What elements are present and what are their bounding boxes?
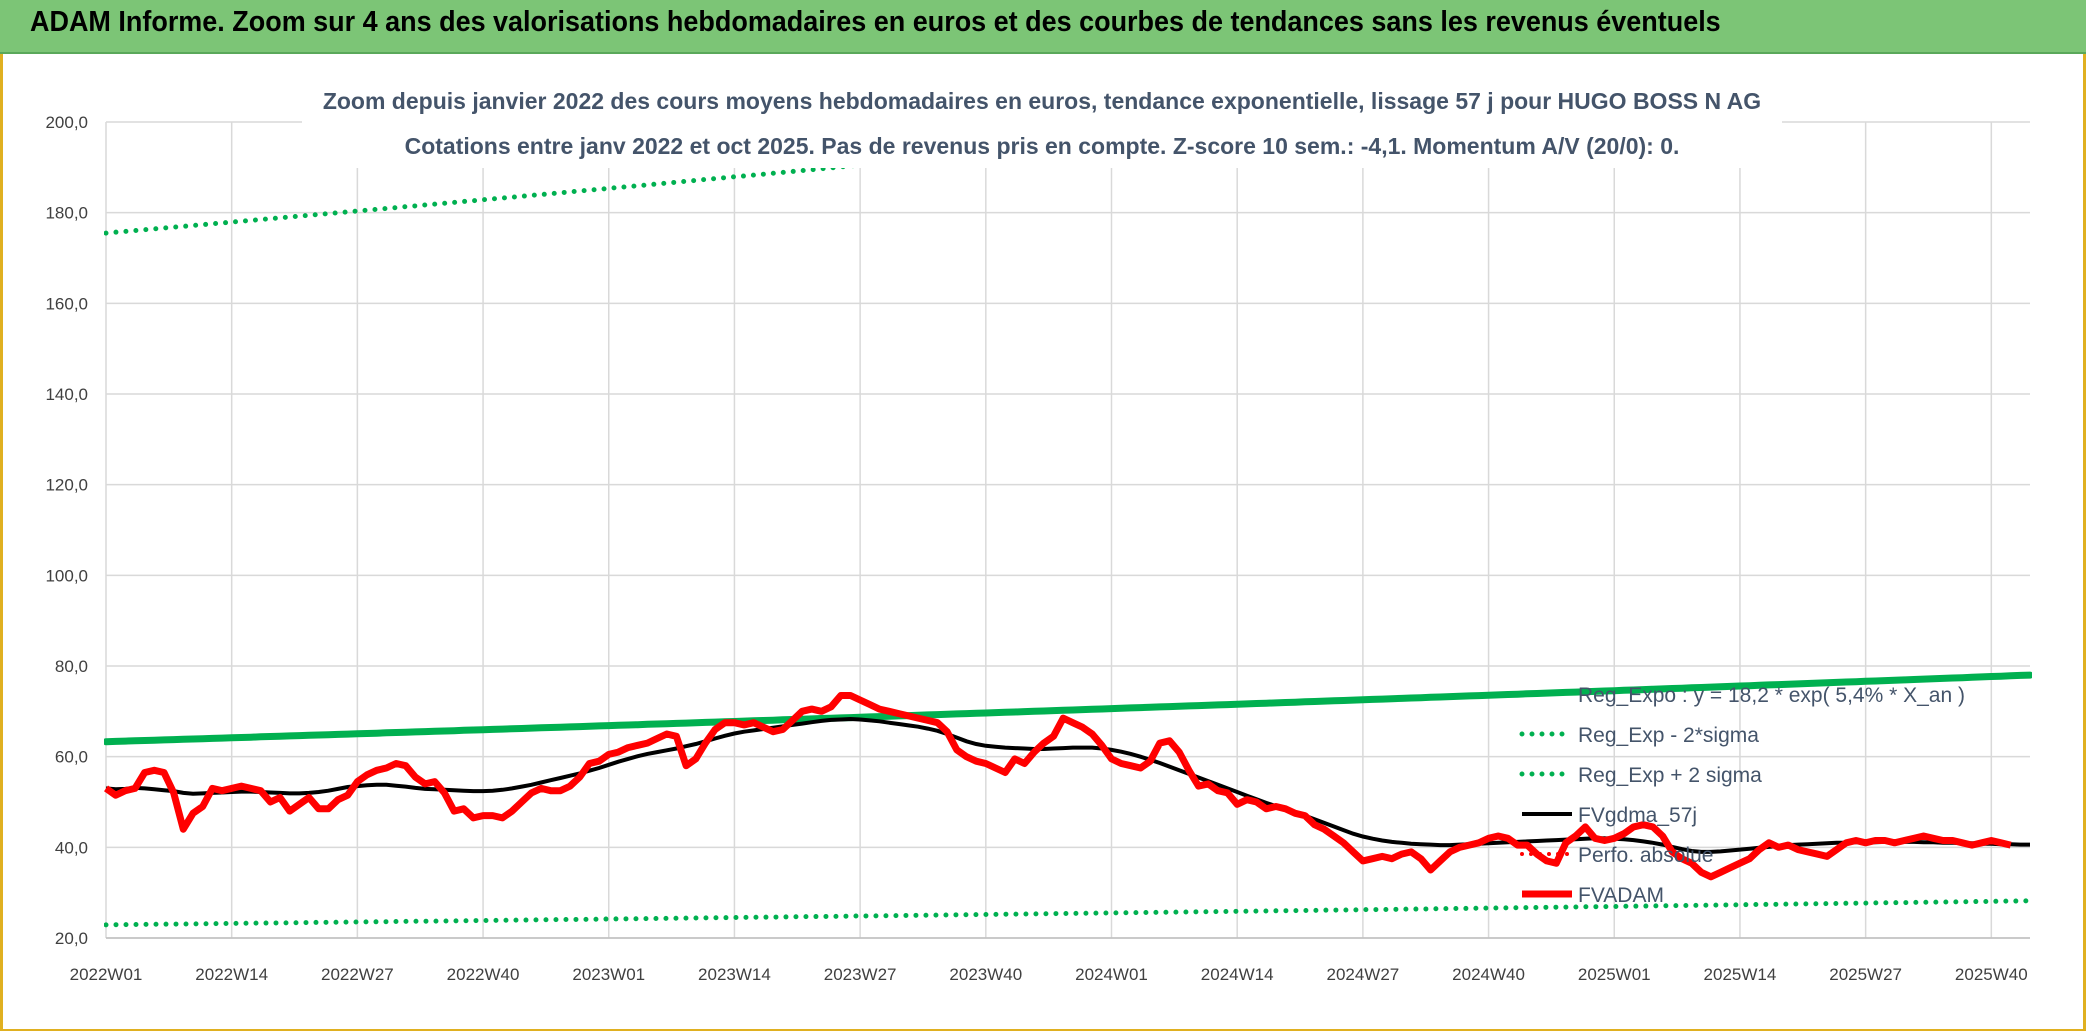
banner-title: ADAM Informe. Zoom sur 4 ans des valoris… — [30, 6, 1721, 38]
x-tick-label: 2022W14 — [195, 965, 268, 984]
chart-series — [104, 120, 2032, 928]
x-tick-label: 2025W01 — [1578, 965, 1651, 984]
x-tick-label: 2022W01 — [70, 965, 143, 984]
x-tick-label: 2024W01 — [1075, 965, 1148, 984]
x-tick-label: 2024W40 — [1452, 965, 1525, 984]
x-tick-label: 2025W27 — [1829, 965, 1902, 984]
x-tick-label: 2024W27 — [1326, 965, 1399, 984]
y-tick-label: 20,0 — [55, 929, 88, 948]
y-tick-label: 100,0 — [45, 566, 88, 585]
trend-line — [104, 671, 2032, 746]
y-tick-label: 80,0 — [55, 657, 88, 676]
legend-label: Reg_Exp - 2*sigma — [1578, 724, 1759, 747]
y-tick-label: 160,0 — [45, 294, 88, 313]
chart-subtitle: Cotations entre janv 2022 et oct 2025. P… — [405, 133, 1680, 159]
chart-title-block: Zoom depuis janvier 2022 des cours moyen… — [302, 76, 1782, 168]
legend-label: Perfo. absolue — [1578, 844, 1713, 867]
x-tick-label: 2023W01 — [572, 965, 645, 984]
y-tick-label: 120,0 — [45, 476, 88, 495]
x-tick-label: 2023W14 — [698, 965, 771, 984]
x-tick-label: 2024W14 — [1201, 965, 1274, 984]
header-banner: ADAM Informe. Zoom sur 4 ans des valoris… — [0, 0, 2086, 54]
chart-grid — [105, 121, 2030, 939]
x-tick-label: 2025W14 — [1704, 965, 1777, 984]
x-tick-label: 2022W27 — [321, 965, 394, 984]
x-tick-label: 2023W40 — [949, 965, 1022, 984]
y-tick-label: 40,0 — [55, 838, 88, 857]
y-tick-label: 60,0 — [55, 748, 88, 767]
legend-label: Reg_Exp + 2 sigma — [1578, 764, 1762, 787]
chart-legend: Reg_Expo : y = 18,2 * exp( 5,4% * X_an )… — [1519, 684, 1965, 907]
lower-band-line — [104, 898, 2032, 928]
chart-frame — [0, 54, 2086, 1031]
y-tick-label: 180,0 — [45, 204, 88, 223]
legend-label: FVADAM — [1578, 884, 1664, 907]
x-tick-label: 2022W40 — [447, 965, 520, 984]
x-tick-label: 2025W40 — [1955, 965, 2028, 984]
y-tick-label: 140,0 — [45, 385, 88, 404]
legend-label: Reg_Expo : y = 18,2 * exp( 5,4% * X_an ) — [1578, 684, 1965, 707]
title-backdrop — [302, 76, 1782, 168]
upper-band-line — [104, 120, 1355, 236]
price-line — [104, 692, 2012, 881]
chart-axes: 20,0 40,0 60,0 80,0 100,0 120,0 140,0 160,0 180,… — [45, 113, 2030, 984]
y-tick-label: 200,0 — [45, 113, 88, 132]
legend-label: FVgdma_57j — [1578, 804, 1697, 827]
x-tick-label: 2023W27 — [824, 965, 897, 984]
chart-title: Zoom depuis janvier 2022 des cours moyen… — [323, 88, 1761, 114]
smoothed-line — [105, 716, 2030, 854]
